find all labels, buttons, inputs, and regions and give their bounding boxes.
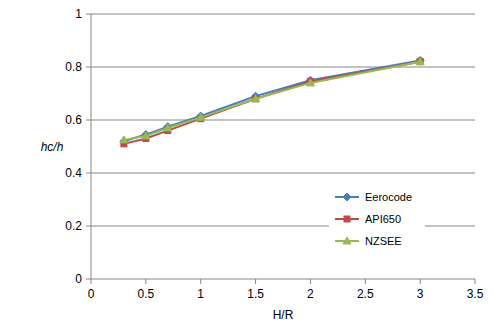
y-tick-label: 0: [75, 272, 82, 286]
x-tick: [255, 279, 256, 284]
series: [121, 59, 423, 147]
y-tick-label: 0.6: [65, 113, 82, 127]
series: [120, 58, 424, 143]
legend-marker: [343, 237, 351, 244]
series-line: [124, 62, 420, 144]
legend-marker: [343, 193, 351, 201]
x-tick-label: 1.5: [247, 287, 264, 301]
x-tick: [475, 279, 476, 284]
legend-label: NZSEE: [365, 235, 402, 247]
y-tick: [86, 279, 91, 280]
series: [120, 56, 424, 145]
x-axis-label: H/R: [273, 308, 294, 322]
y-tick-label: 1: [75, 7, 82, 21]
y-axis: [91, 14, 92, 279]
y-tick-label: 0.4: [65, 166, 82, 180]
x-tick-label: 2: [307, 287, 314, 301]
y-tick: [86, 14, 91, 15]
x-tick: [91, 279, 92, 284]
point: [120, 136, 128, 143]
x-tick: [145, 279, 146, 284]
legend-box: [329, 181, 425, 259]
y-tick-label: 0.2: [65, 219, 82, 233]
point: [252, 95, 260, 102]
point: [197, 113, 205, 120]
legend: Eerocode API650 NZSEE: [329, 181, 425, 259]
chart: 0 0.2 0.4 0.6 0.8 1 0 0.5 1 1.5 2 2.5 3 3.5 H/R hc/h Eer…: [0, 0, 494, 334]
plot-area: [120, 56, 424, 146]
x-tick: [310, 279, 311, 284]
x-tick-label: 2.5: [357, 287, 374, 301]
y-tick: [86, 226, 91, 227]
series-line: [124, 60, 420, 141]
point: [416, 56, 424, 64]
grid-line: [91, 173, 475, 174]
x-tick-label: 3.5: [467, 287, 484, 301]
y-tick-label: 0.8: [65, 60, 82, 74]
x-axis: [91, 279, 475, 280]
legend-marker: [344, 216, 350, 222]
x-tick-label: 0: [88, 287, 95, 301]
x-tick-label: 3: [417, 287, 424, 301]
point: [416, 58, 424, 65]
series-line: [124, 62, 420, 140]
x-tick: [200, 279, 201, 284]
y-axis-label: hc/h: [41, 140, 64, 154]
x-tick-label: 1: [197, 287, 204, 301]
grid-line: [91, 67, 475, 68]
x-tick: [365, 279, 366, 284]
grid-line: [91, 14, 475, 15]
y-tick: [86, 67, 91, 68]
y-tick: [86, 173, 91, 174]
y-tick: [86, 120, 91, 121]
point: [417, 59, 423, 65]
point: [306, 79, 314, 86]
legend-label: API650: [365, 213, 401, 225]
point: [142, 132, 150, 139]
x-tick-label: 0.5: [138, 287, 155, 301]
legend-label: Eerocode: [365, 191, 412, 203]
x-tick: [420, 279, 421, 284]
point: [164, 124, 172, 131]
grid-line: [91, 120, 475, 121]
